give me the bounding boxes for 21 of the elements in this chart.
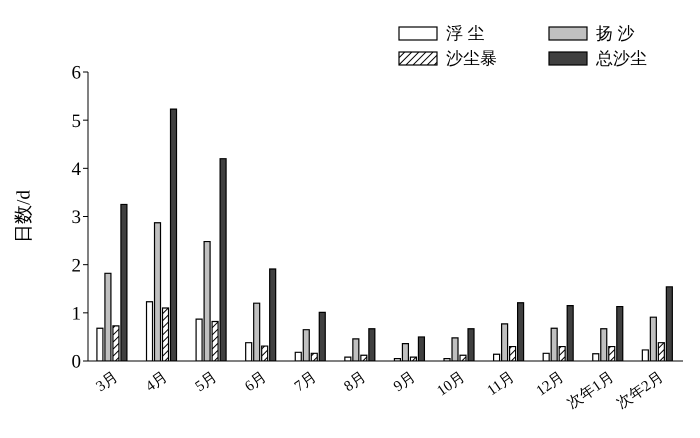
legend-label: 浮 尘 [446,23,484,45]
legend-label: 总沙尘 [596,48,647,70]
x-tick-label: 8月 [341,369,370,396]
x-tick-label: 9月 [390,369,419,396]
x-tick-label: 10月 [434,369,468,400]
x-tick-label: 3月 [93,369,122,396]
y-tick-label: 0 [72,352,81,373]
y-tick-label: 4 [72,159,82,180]
x-tick-label: 11月 [484,369,518,400]
x-tick-label: 5月 [192,369,220,396]
y-axis-title: 日数/d [14,190,35,243]
y-tick-label: 6 [72,62,81,84]
x-tick-label: 6月 [242,369,270,396]
y-tick-label: 5 [72,110,81,132]
y-tick-label: 2 [72,255,81,276]
y-tick-label: 1 [72,304,81,325]
x-tick-label: 4月 [143,369,171,396]
legend-label: 扬 沙 [596,23,634,45]
x-tick-label: 7月 [292,369,320,396]
y-tick-label: 3 [72,207,81,228]
legend-label: 沙尘暴 [446,48,497,70]
